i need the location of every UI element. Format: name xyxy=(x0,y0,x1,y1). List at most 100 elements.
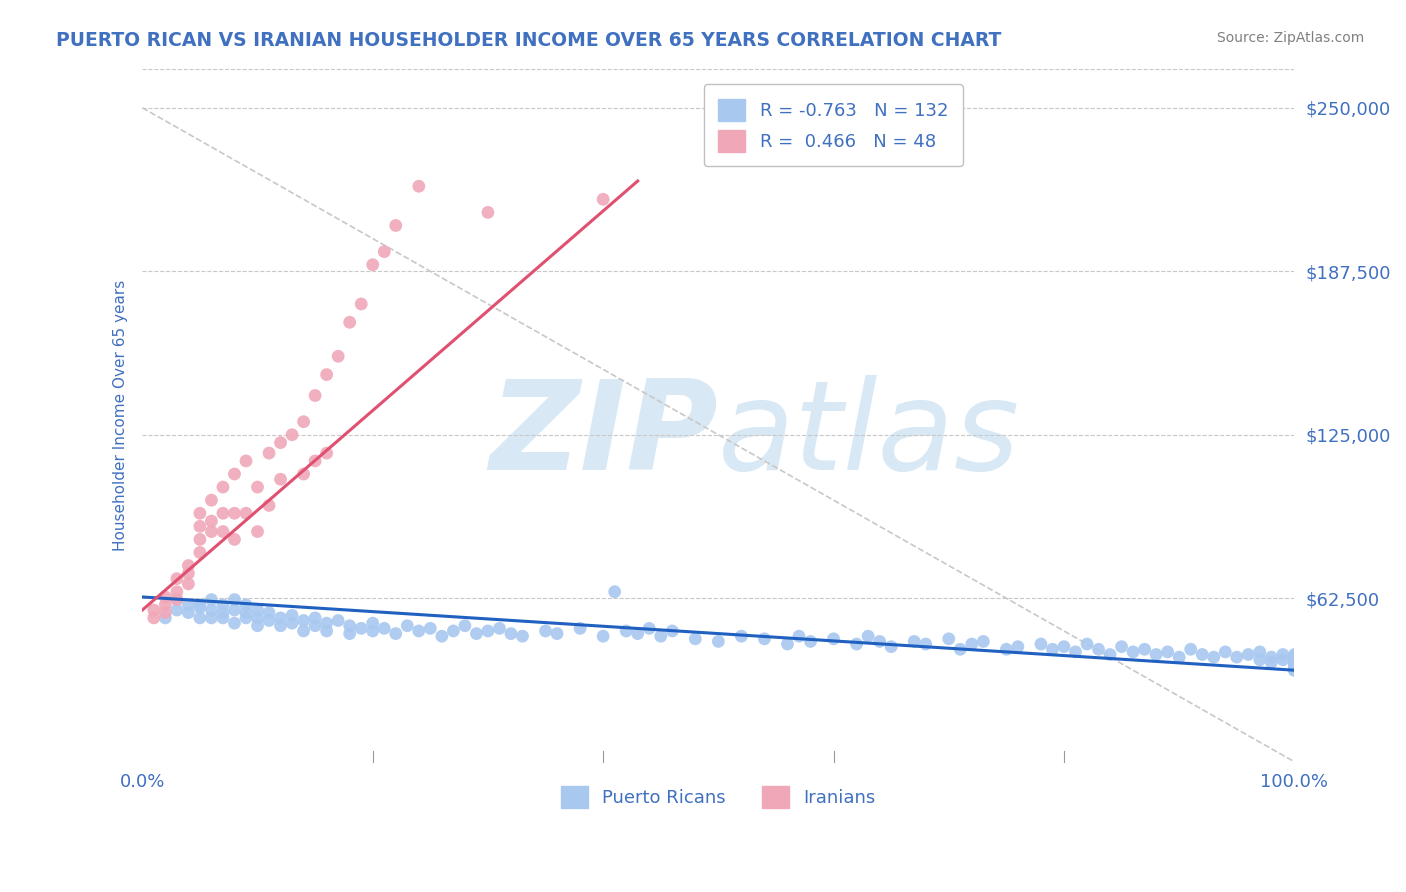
Point xyxy=(315,624,337,638)
Point xyxy=(246,611,269,625)
Point xyxy=(1007,640,1029,654)
Point xyxy=(396,618,419,632)
Point xyxy=(166,592,188,607)
Point xyxy=(212,606,235,620)
Point xyxy=(304,454,326,468)
Point xyxy=(1029,637,1052,651)
Point xyxy=(1111,640,1133,654)
Point xyxy=(155,611,177,625)
Point xyxy=(328,349,350,363)
Point xyxy=(257,446,280,460)
Text: Source: ZipAtlas.com: Source: ZipAtlas.com xyxy=(1216,31,1364,45)
Point xyxy=(1087,642,1109,657)
Point xyxy=(1284,660,1306,674)
Point xyxy=(224,616,246,631)
Point xyxy=(142,603,165,617)
Point xyxy=(292,467,315,481)
Point xyxy=(787,629,810,643)
Point xyxy=(200,611,222,625)
Point xyxy=(1271,648,1294,662)
Point xyxy=(903,634,925,648)
Point xyxy=(224,592,246,607)
Point xyxy=(799,634,821,648)
Point xyxy=(869,634,891,648)
Point xyxy=(408,624,430,638)
Point xyxy=(188,533,211,547)
Point xyxy=(1284,657,1306,672)
Point xyxy=(441,624,464,638)
Point xyxy=(1284,656,1306,670)
Point xyxy=(1284,660,1306,674)
Point xyxy=(1284,653,1306,667)
Point xyxy=(188,545,211,559)
Point xyxy=(315,446,337,460)
Point xyxy=(465,626,488,640)
Point xyxy=(823,632,845,646)
Point xyxy=(1144,648,1167,662)
Point xyxy=(488,621,510,635)
Point xyxy=(1133,642,1156,657)
Point xyxy=(292,614,315,628)
Point xyxy=(235,454,257,468)
Point xyxy=(1284,653,1306,667)
Point xyxy=(408,179,430,194)
Text: ZIP: ZIP xyxy=(489,376,718,497)
Point xyxy=(534,624,557,638)
Point xyxy=(292,415,315,429)
Point xyxy=(1053,640,1076,654)
Point xyxy=(224,506,246,520)
Point xyxy=(257,614,280,628)
Point xyxy=(856,629,879,643)
Point xyxy=(246,618,269,632)
Point xyxy=(1284,650,1306,665)
Point xyxy=(373,621,395,635)
Point xyxy=(315,368,337,382)
Y-axis label: Householder Income Over 65 years: Householder Income Over 65 years xyxy=(114,279,128,550)
Point xyxy=(212,480,235,494)
Point xyxy=(880,640,903,654)
Point xyxy=(1249,645,1271,659)
Point xyxy=(235,611,257,625)
Point xyxy=(1284,650,1306,665)
Point xyxy=(592,629,614,643)
Point xyxy=(188,519,211,533)
Point xyxy=(1226,650,1249,665)
Point xyxy=(350,621,373,635)
Point xyxy=(257,499,280,513)
Point xyxy=(1213,645,1236,659)
Point xyxy=(454,618,477,632)
Point xyxy=(1284,657,1306,672)
Point xyxy=(281,608,304,623)
Point xyxy=(546,626,568,640)
Point xyxy=(477,624,499,638)
Point xyxy=(1076,637,1098,651)
Point xyxy=(224,467,246,481)
Point xyxy=(1042,642,1064,657)
Point xyxy=(142,611,165,625)
Point xyxy=(361,624,384,638)
Point xyxy=(270,472,292,486)
Point xyxy=(281,427,304,442)
Point xyxy=(200,514,222,528)
Point xyxy=(1284,663,1306,677)
Point xyxy=(373,244,395,259)
Point xyxy=(361,258,384,272)
Point xyxy=(1271,653,1294,667)
Point xyxy=(477,205,499,219)
Point xyxy=(339,626,361,640)
Point xyxy=(339,315,361,329)
Point xyxy=(650,629,672,643)
Point xyxy=(200,493,222,508)
Point xyxy=(350,297,373,311)
Point xyxy=(304,618,326,632)
Point xyxy=(166,603,188,617)
Point xyxy=(166,572,188,586)
Point xyxy=(1284,657,1306,672)
Point xyxy=(270,611,292,625)
Point xyxy=(328,614,350,628)
Point xyxy=(188,598,211,612)
Point xyxy=(914,637,936,651)
Point xyxy=(592,192,614,206)
Point xyxy=(603,584,626,599)
Point xyxy=(212,598,235,612)
